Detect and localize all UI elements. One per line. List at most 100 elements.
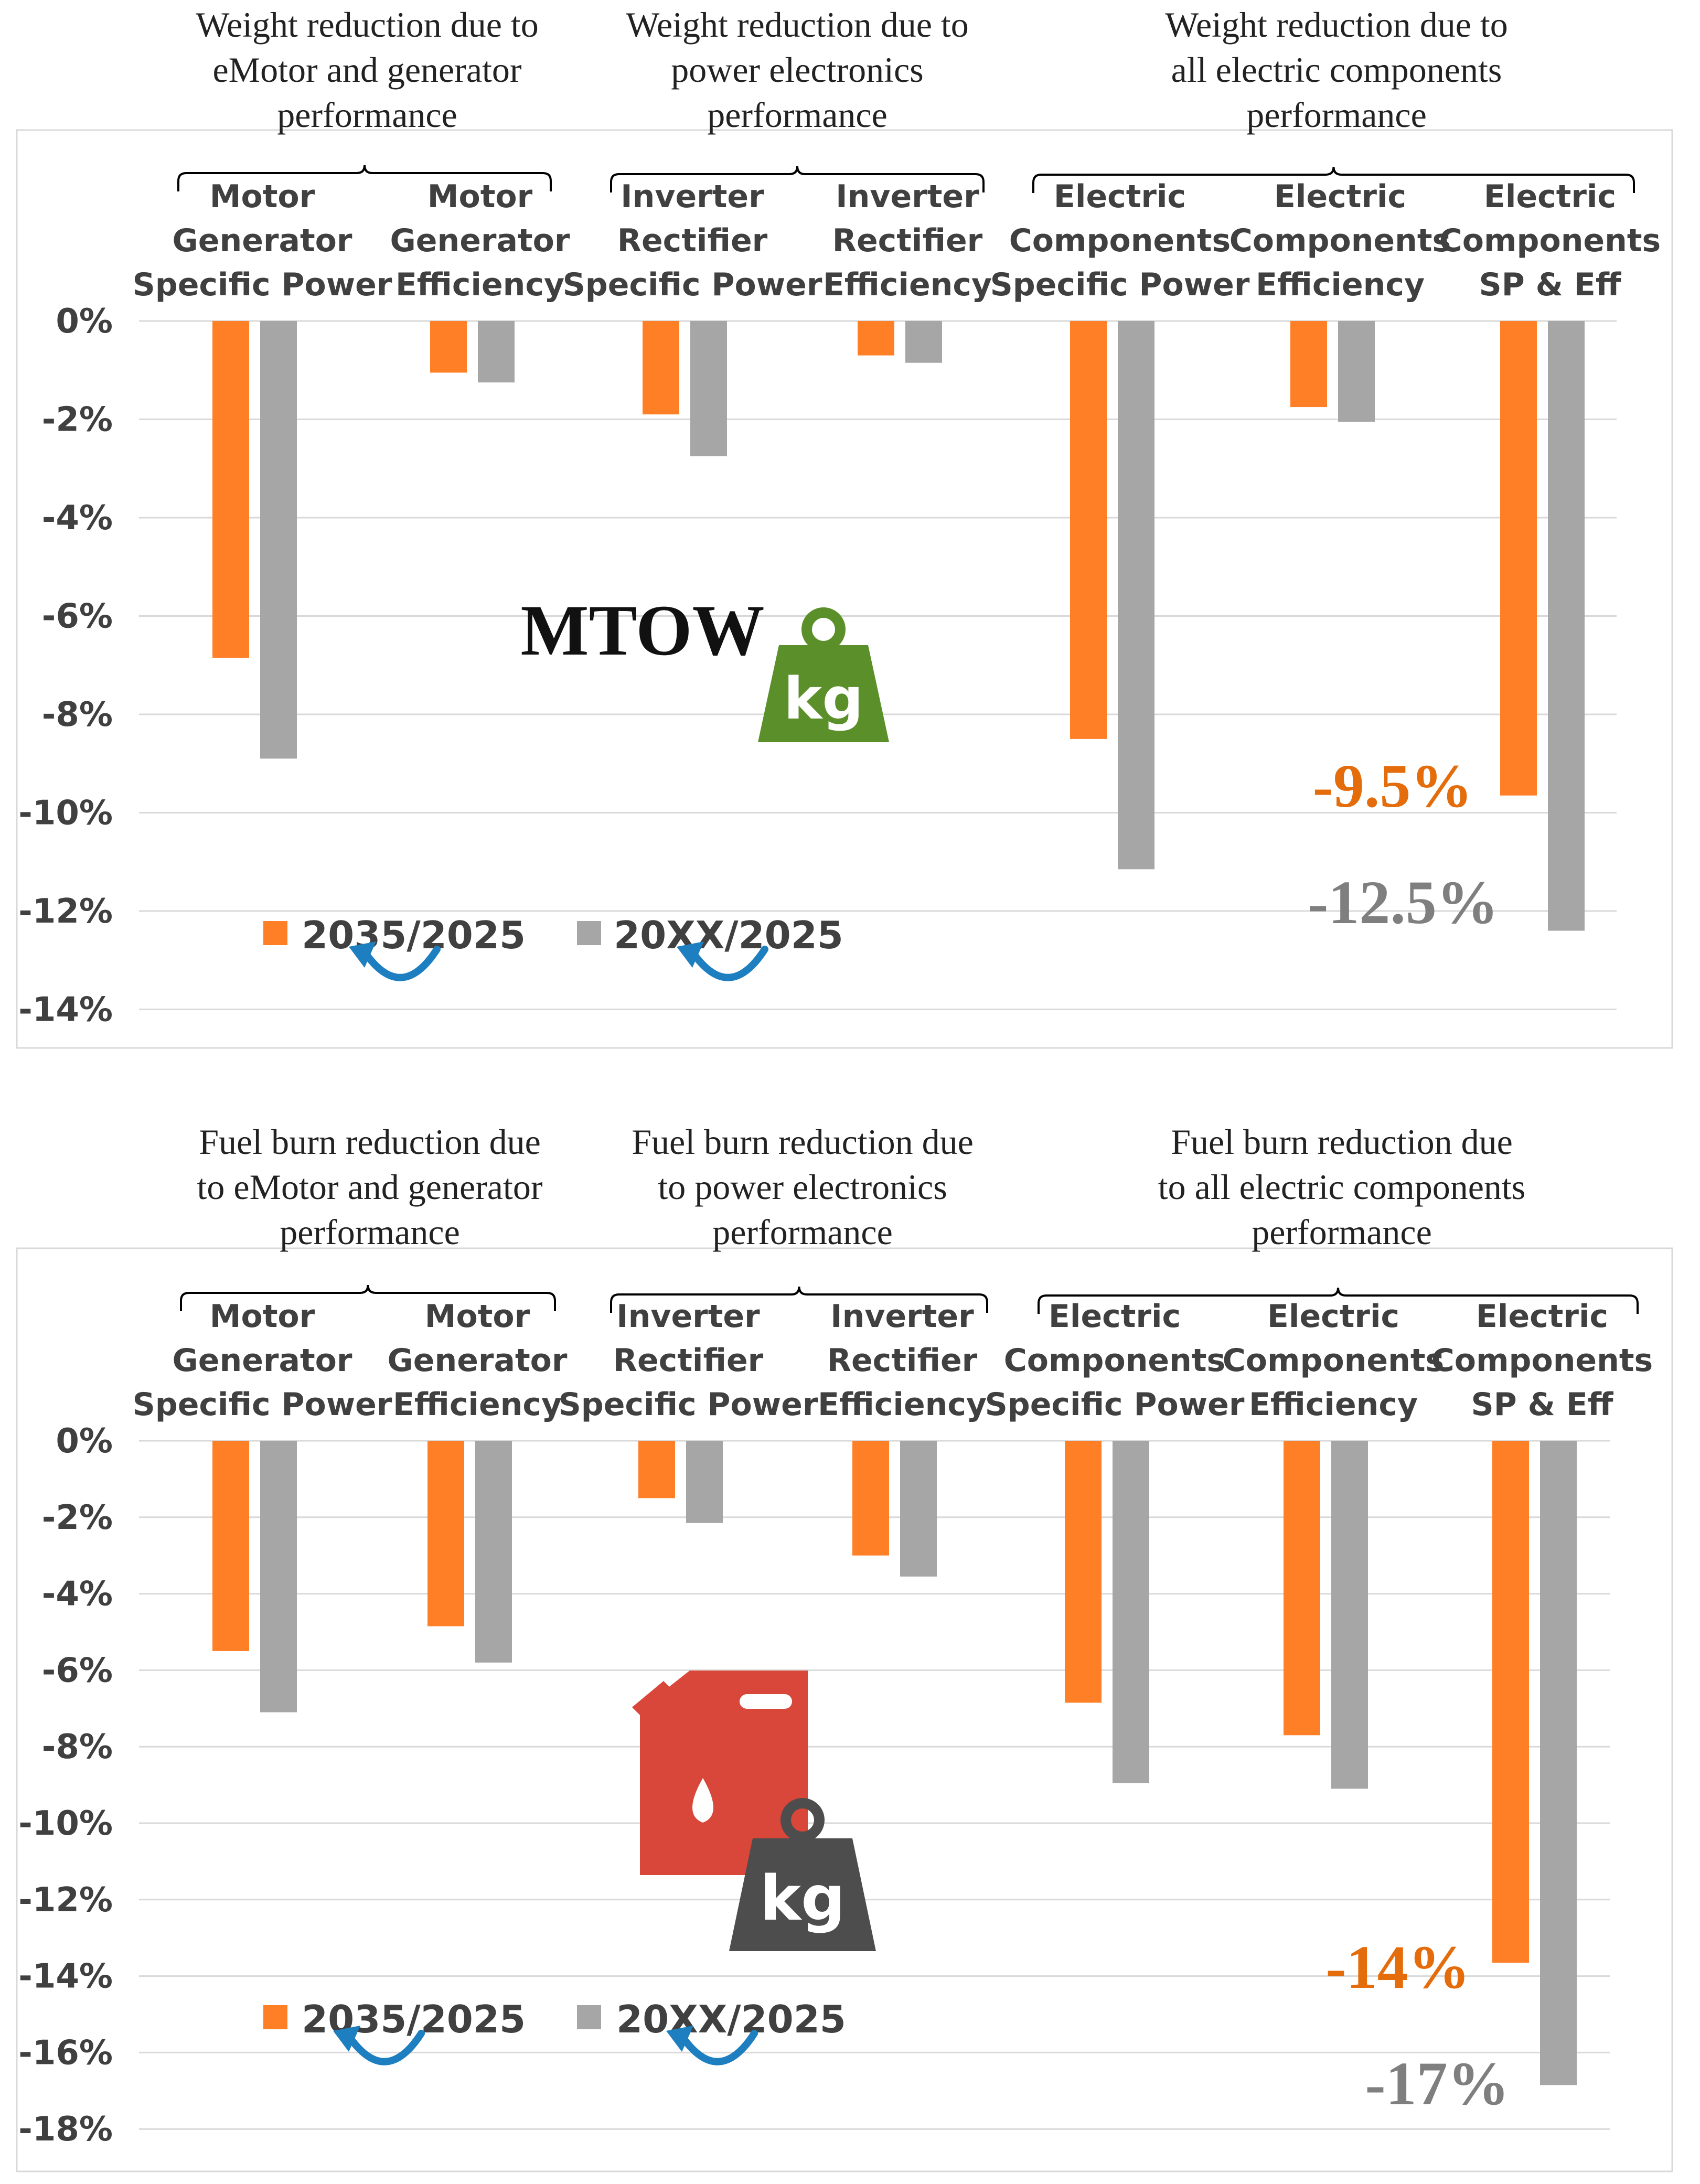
annotation-20xx: -17% — [1365, 2049, 1509, 2118]
icon-label: kg — [760, 1862, 846, 1934]
arrow-head — [333, 2026, 360, 2052]
bar-2035-1 — [212, 321, 249, 658]
bar-2035-4 — [858, 321, 894, 356]
legend-label: 2035/2025 — [302, 1997, 526, 2041]
category-label-line: Electric — [1274, 178, 1406, 215]
icon-label: kg — [784, 665, 863, 732]
group-label-line: eMotor and generator — [212, 50, 521, 90]
category-label-line: SP & Eff — [1471, 1386, 1614, 1423]
bar-2035-3 — [643, 321, 679, 415]
category-label-line: Rectifier — [827, 1342, 978, 1379]
group-bracket — [610, 166, 985, 192]
group-label-line: Weight reduction due to — [196, 5, 539, 45]
group-label-line: all electric components — [1171, 50, 1502, 90]
annotation-2035: -14% — [1325, 1933, 1470, 2001]
y-tick-label: -16% — [18, 2033, 113, 2072]
fuel-canister-kg-icon: kg — [632, 1671, 876, 1951]
category-label: Motor Generator Specific Power — [133, 178, 392, 303]
arrow-head — [677, 941, 704, 968]
bar-2035-6 — [1284, 1441, 1320, 1736]
bar-20xx-3 — [686, 1441, 723, 1523]
category-label-line: Specific Power — [559, 1386, 818, 1423]
group-label-line: power electronics — [671, 50, 923, 90]
group-bracket — [1038, 1287, 1639, 1314]
bar-2035-2 — [430, 321, 467, 373]
plot-frame — [16, 129, 1673, 1049]
category-label-line: Components — [1439, 222, 1661, 259]
legend-label: 20XX/2025 — [614, 913, 843, 957]
group-label-line: performance — [1252, 1212, 1432, 1252]
category-label-line: Inverter — [616, 1298, 760, 1335]
category-label-line: Components — [1009, 222, 1231, 259]
category-label: Electric Components Efficiency — [1229, 178, 1451, 303]
category-label: Electric Components SP & Eff — [1431, 1298, 1653, 1423]
bar-2035-5 — [1070, 321, 1107, 739]
bar-20xx-5 — [1113, 1441, 1149, 1783]
group-label-line: performance — [707, 95, 888, 135]
y-tick-label: -10% — [18, 1804, 113, 1843]
y-tick-label: -18% — [18, 2110, 113, 2149]
bar-20xx-4 — [900, 1441, 937, 1577]
group-bracket — [610, 1286, 988, 1313]
category-label-line: Electric — [1049, 1298, 1181, 1335]
category-label-line: Efficiency — [818, 1386, 987, 1423]
category-label-line: SP & Eff — [1479, 266, 1622, 303]
category-label-line: Motor — [425, 1298, 530, 1335]
group-label: Fuel burn reduction due to power electron… — [632, 1122, 974, 1252]
curved-arrow-icon — [666, 2026, 758, 2065]
arrow-head — [349, 941, 376, 968]
group-label: Weight reduction due to all electric comp… — [1165, 5, 1508, 135]
category-label-line: Specific Power — [985, 1386, 1245, 1423]
category-label: Inverter Rectifier Specific Power — [563, 178, 822, 303]
category-label-line: Electric — [1267, 1298, 1399, 1335]
bar-2035-7 — [1500, 321, 1537, 796]
category-label-line: Motor — [427, 178, 533, 215]
y-tick-label: 0% — [56, 1422, 113, 1461]
category-label-line: Specific Power — [133, 266, 392, 303]
category-label: Inverter Rectifier Specific Power — [559, 1298, 818, 1423]
y-tick-label: -4% — [42, 499, 113, 538]
bar-20xx-2 — [478, 321, 515, 383]
chart-title: MTOW — [520, 590, 764, 670]
legend-swatch — [577, 2005, 601, 2029]
bar-20xx-5 — [1118, 321, 1154, 870]
group-label-line: performance — [277, 95, 457, 135]
group-label-line: performance — [712, 1212, 893, 1252]
group-label-line: Fuel burn reduction due — [199, 1122, 541, 1162]
category-label-line: Components — [1004, 1342, 1225, 1379]
category-label: Inverter Rectifier Efficiency — [818, 1298, 987, 1423]
legend-label: 20XX/2025 — [616, 1997, 846, 2041]
curved-arrow-icon — [677, 941, 768, 981]
bar-20xx-6 — [1331, 1441, 1368, 1789]
y-tick-label: -14% — [18, 991, 113, 1030]
bar-20xx-7 — [1540, 1441, 1577, 2085]
category-label-line: Motor — [210, 178, 315, 215]
y-tick-label: 0% — [56, 302, 113, 341]
arrow-curve — [345, 2030, 425, 2065]
weight-kg-icon: kg — [758, 607, 889, 742]
bar-20xx-1 — [260, 1441, 297, 1712]
group-label-line: to power electronics — [658, 1167, 947, 1207]
bar-20xx-2 — [475, 1441, 512, 1663]
category-label-line: Electric — [1476, 1298, 1608, 1335]
annotation-2035: -9.5% — [1313, 752, 1473, 820]
legend-label: 2035/2025 — [302, 913, 526, 957]
arrow-curve — [689, 946, 768, 981]
y-tick-label: -6% — [42, 1651, 113, 1690]
y-tick-label: -8% — [42, 695, 113, 734]
bar-20xx-4 — [905, 321, 942, 363]
category-label-line: Specific Power — [563, 266, 822, 303]
legend-swatch — [263, 2005, 287, 2029]
category-label-line: Rectifier — [613, 1342, 764, 1379]
category-label: Motor Generator Efficiency — [390, 178, 570, 303]
category-label: Electric Components Specific Power — [990, 178, 1250, 303]
arrow-curve — [678, 2030, 758, 2065]
category-label-line: Specific Power — [990, 266, 1250, 303]
group-bracket — [177, 165, 552, 191]
group-label: Fuel burn reduction due to all electric c… — [1158, 1122, 1526, 1252]
chart-panel-1: 0% -2% -4% -6% -8% -10% -12% -14% Motor Generator… — [16, 5, 1673, 1049]
group-label: Weight reduction due to eMotor and genera… — [196, 5, 539, 135]
category-label: Electric Components Efficiency — [1223, 1298, 1444, 1423]
category-label-line: Rectifier — [832, 222, 983, 259]
